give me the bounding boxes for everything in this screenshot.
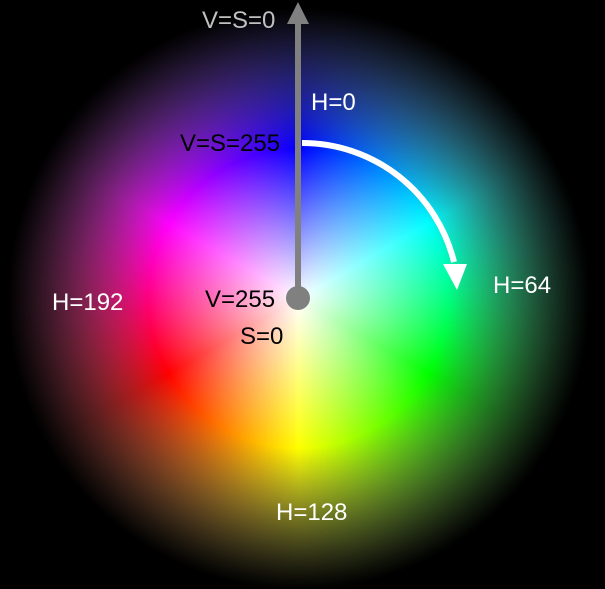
center-saturation-label: S=0	[240, 323, 283, 350]
axis-origin-dot	[286, 286, 310, 310]
hue-arrowhead-icon	[443, 264, 467, 290]
value-saturation-axis-arrow	[286, 2, 310, 310]
hue-rotation-arrow	[301, 139, 467, 290]
hue-left-label: H=192	[52, 289, 123, 316]
hue-arc	[301, 139, 457, 263]
ring-vs-label: V=S=255	[180, 130, 280, 157]
hue-bottom-label: H=128	[276, 499, 347, 526]
outer-vs-label: V=S=0	[202, 7, 275, 34]
hue-right-label: H=64	[493, 272, 551, 299]
center-value-label: V=255	[205, 286, 275, 313]
hue-top-label: H=0	[311, 89, 356, 116]
axis-arrowhead-icon	[287, 2, 309, 24]
